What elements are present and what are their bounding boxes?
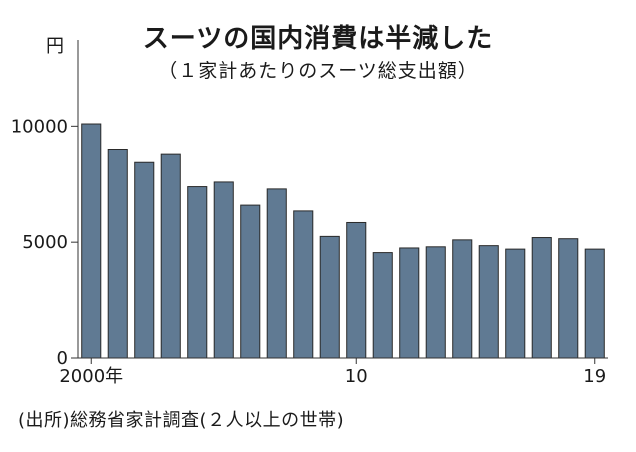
bar-07 (266, 188, 287, 359)
bar-10 (346, 221, 367, 359)
source-note: (出所)総務省家計調査(２人以上の世帯) (18, 410, 345, 431)
bar-09 (319, 235, 340, 359)
y-axis: 0 5000 10000 (11, 40, 79, 369)
bar-04 (187, 186, 208, 359)
bar-01 (107, 149, 128, 359)
y-tick-label: 10000 (11, 116, 68, 137)
x-tick-label: 10 (345, 366, 368, 387)
bar-15 (478, 245, 499, 359)
bar-12 (399, 247, 420, 359)
bar-08 (293, 210, 314, 359)
chart-title: スーツの国内消費は半減した (142, 24, 494, 54)
bar-14 (452, 239, 473, 359)
bars (81, 123, 605, 359)
bar-16 (505, 248, 526, 359)
chart-subtitle: （１家計あたりのスーツ総支出額） (158, 60, 478, 82)
bar-17 (531, 237, 552, 359)
bar-06 (240, 204, 261, 359)
x-axis: 2000年 10 19 (59, 357, 608, 387)
bar-19 (584, 248, 605, 359)
bar-11 (372, 252, 393, 359)
bar-18 (558, 238, 579, 359)
x-tick-label: 19 (583, 366, 606, 387)
bar-03 (160, 153, 181, 359)
y-axis-unit-label: 円 (46, 36, 64, 57)
y-tick-label: 0 (57, 348, 68, 369)
x-tick-label: 2000年 (59, 366, 123, 387)
bar-02 (134, 161, 155, 359)
bar-05 (213, 181, 234, 359)
y-tick-label: 5000 (22, 232, 68, 253)
bar-2000 (81, 123, 102, 359)
bar-13 (425, 246, 446, 359)
